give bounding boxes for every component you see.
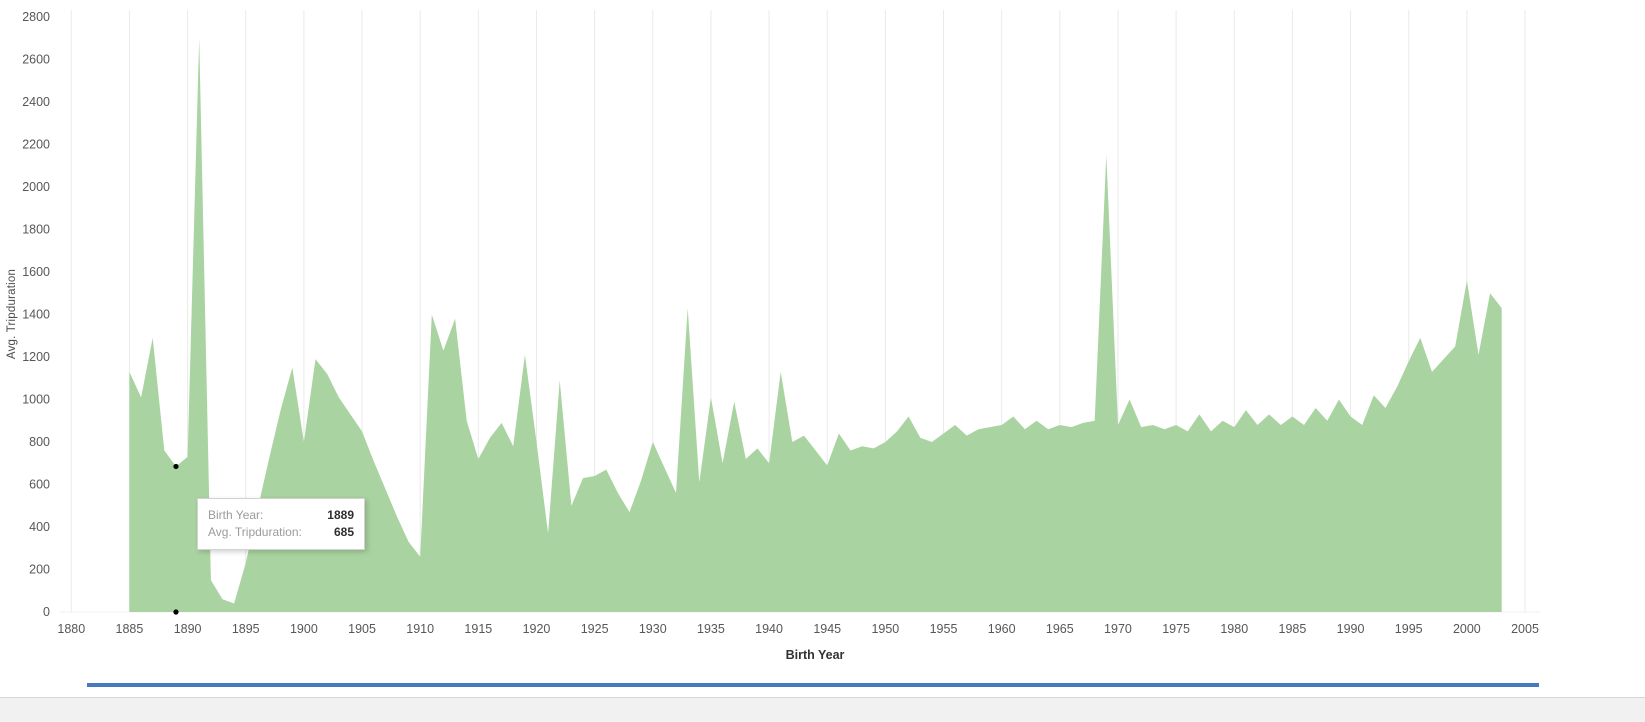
x-axis-title: Birth Year: [785, 648, 845, 662]
svg-text:1945: 1945: [813, 622, 841, 636]
svg-text:1910: 1910: [406, 622, 434, 636]
svg-text:2400: 2400: [22, 95, 50, 109]
svg-text:1990: 1990: [1337, 622, 1365, 636]
svg-text:1930: 1930: [639, 622, 667, 636]
svg-text:2600: 2600: [22, 53, 50, 67]
svg-text:2000: 2000: [1453, 622, 1481, 636]
svg-text:1905: 1905: [348, 622, 376, 636]
svg-text:1985: 1985: [1279, 622, 1307, 636]
svg-text:1955: 1955: [930, 622, 958, 636]
x-tick-labels: 1880 1885 1890 1895 1900 1905 1910 1915 1920 1925…: [57, 622, 1539, 636]
footer-scroll-bar[interactable]: [0, 697, 1645, 722]
svg-text:1000: 1000: [22, 393, 50, 407]
svg-text:1600: 1600: [22, 265, 50, 279]
tooltip-row-birth-year: Birth Year: 1889: [208, 507, 354, 524]
svg-text:0: 0: [43, 605, 50, 619]
y-axis-title: Avg. Tripduration: [6, 268, 18, 360]
svg-text:1895: 1895: [232, 622, 260, 636]
svg-text:1920: 1920: [523, 622, 551, 636]
svg-text:1915: 1915: [464, 622, 492, 636]
tooltip-birth-year-label: Birth Year:: [208, 508, 264, 522]
svg-text:1950: 1950: [871, 622, 899, 636]
svg-text:1925: 1925: [581, 622, 609, 636]
svg-text:1400: 1400: [22, 308, 50, 322]
tooltip-birth-year-value: 1889: [327, 508, 354, 522]
svg-text:2005: 2005: [1511, 622, 1539, 636]
svg-text:800: 800: [29, 435, 50, 449]
tooltip-tripduration-label: Avg. Tripduration:: [208, 525, 302, 539]
svg-text:1970: 1970: [1104, 622, 1132, 636]
svg-text:1965: 1965: [1046, 622, 1074, 636]
svg-text:200: 200: [29, 563, 50, 577]
svg-text:1995: 1995: [1395, 622, 1423, 636]
svg-text:600: 600: [29, 478, 50, 492]
svg-text:1940: 1940: [755, 622, 783, 636]
svg-text:1200: 1200: [22, 350, 50, 364]
svg-text:2800: 2800: [22, 10, 50, 24]
svg-text:1885: 1885: [116, 622, 144, 636]
svg-text:2200: 2200: [22, 138, 50, 152]
svg-text:1800: 1800: [22, 223, 50, 237]
tooltip-row-tripduration: Avg. Tripduration: 685: [208, 524, 354, 541]
svg-text:1890: 1890: [174, 622, 202, 636]
highlight-markers[interactable]: [173, 463, 179, 615]
svg-text:2000: 2000: [22, 180, 50, 194]
tooltip: Birth Year: 1889 Avg. Tripduration: 685: [197, 498, 365, 550]
worksheet-selection-underline: [87, 683, 1539, 687]
svg-text:1975: 1975: [1162, 622, 1190, 636]
svg-text:1880: 1880: [57, 622, 85, 636]
y-tick-labels: 0 200 400 600 800 1000 1200 1400 1600 1800 2000 220…: [22, 10, 50, 619]
svg-text:1980: 1980: [1220, 622, 1248, 636]
area-series[interactable]: [129, 38, 1502, 613]
svg-text:1900: 1900: [290, 622, 318, 636]
svg-text:400: 400: [29, 520, 50, 534]
svg-text:1960: 1960: [988, 622, 1016, 636]
tooltip-tripduration-value: 685: [333, 525, 354, 539]
svg-text:1935: 1935: [697, 622, 725, 636]
